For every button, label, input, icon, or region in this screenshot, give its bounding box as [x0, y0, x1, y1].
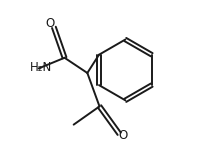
- Text: H₂N: H₂N: [30, 61, 53, 74]
- Text: O: O: [46, 17, 55, 30]
- Text: O: O: [118, 129, 128, 142]
